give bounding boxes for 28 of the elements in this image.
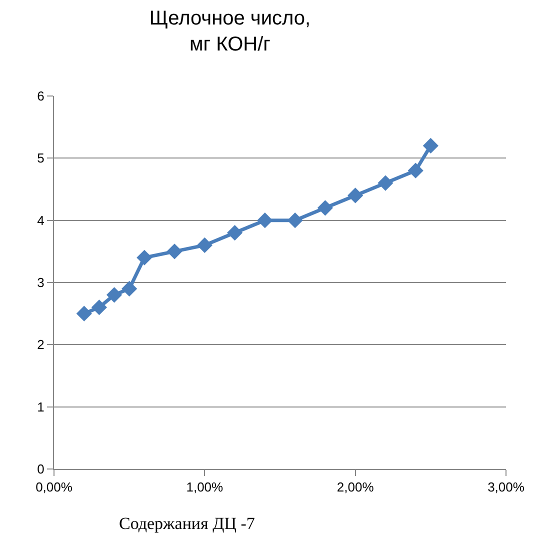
point <box>257 212 273 228</box>
x-tick-label: 0,00% <box>36 480 73 495</box>
point <box>422 138 438 154</box>
point <box>378 175 394 191</box>
point <box>317 200 333 216</box>
y-tick-label: 4 <box>37 212 44 228</box>
x-tick-label: 3,00% <box>488 480 525 495</box>
y-tick-label: 0 <box>37 462 44 477</box>
x-tick-label: 2,00% <box>336 480 374 495</box>
y-tick-label: 6 <box>37 88 44 104</box>
y-tick-label: 2 <box>37 337 44 352</box>
point <box>348 188 364 204</box>
point <box>408 162 424 178</box>
point <box>287 212 303 228</box>
chart-title: Щелочное число, мг КОН/г <box>149 8 311 56</box>
point <box>106 287 122 303</box>
point <box>227 224 243 241</box>
y-tick-label: 5 <box>37 150 44 166</box>
point <box>136 250 152 266</box>
x-tick-label: 1,00% <box>186 480 224 495</box>
y-tick-label: 3 <box>37 275 44 290</box>
point <box>91 300 107 316</box>
point <box>196 237 212 253</box>
point <box>122 280 138 297</box>
x-axis-title: Содержания ДЦ -7 <box>119 514 256 533</box>
point <box>76 306 92 322</box>
point <box>166 244 182 260</box>
y-tick-label: 1 <box>37 399 44 414</box>
